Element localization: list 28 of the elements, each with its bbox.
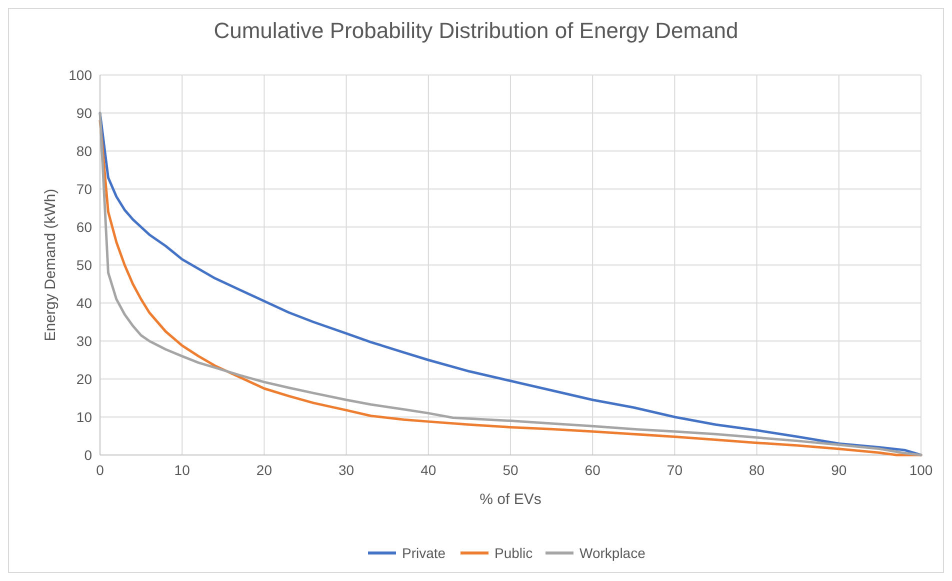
legend-label: Public: [494, 545, 533, 561]
y-tick-label: 30: [76, 333, 92, 349]
y-axis-title: Energy Demand (kWh): [42, 188, 59, 342]
y-tick-label: 40: [76, 295, 92, 311]
y-tick-label: 0: [84, 447, 92, 463]
x-tick-label: 80: [749, 462, 765, 478]
legend-label: Workplace: [580, 545, 646, 561]
x-axis-title: % of EVs: [480, 491, 542, 508]
y-tick-label: 20: [76, 371, 92, 387]
chart-title: Cumulative Probability Distribution of Energy Demand: [214, 18, 738, 43]
y-tick-label: 70: [76, 181, 92, 197]
y-tick-label: 100: [68, 67, 92, 83]
y-tick-label: 50: [76, 257, 92, 273]
x-tick-label: 60: [584, 462, 601, 478]
x-tick-label: 50: [502, 462, 518, 478]
y-tick-label: 90: [76, 105, 92, 121]
y-tick-label: 80: [76, 143, 92, 159]
x-tick-label: 0: [96, 462, 104, 478]
x-tick-label: 100: [909, 462, 933, 478]
y-tick-label: 10: [76, 409, 92, 425]
x-tick-label: 10: [174, 462, 190, 478]
x-tick-label: 30: [338, 462, 354, 478]
x-tick-label: 20: [256, 462, 272, 478]
x-tick-label: 40: [420, 462, 436, 478]
x-tick-label: 70: [666, 462, 683, 478]
x-tick-label: 90: [831, 462, 847, 478]
y-tick-label: 60: [76, 219, 92, 235]
legend-label: Private: [402, 545, 446, 561]
